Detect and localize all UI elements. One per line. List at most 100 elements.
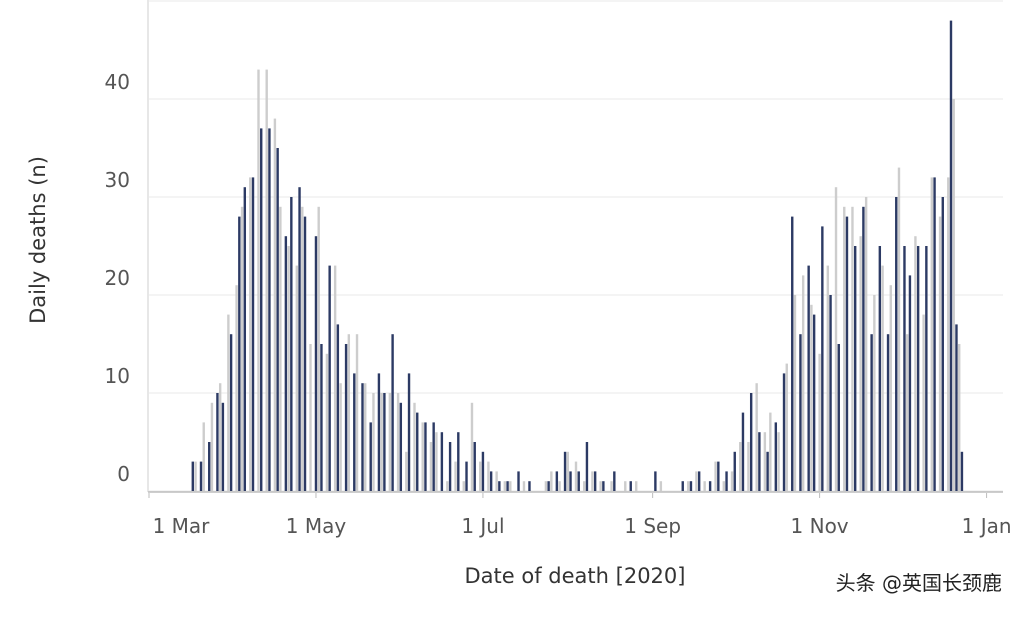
bar — [739, 442, 742, 491]
bar — [229, 334, 233, 491]
bar — [613, 471, 616, 491]
bar — [317, 206, 320, 492]
bar — [826, 265, 830, 491]
bar — [279, 206, 282, 492]
bar — [687, 481, 690, 491]
bar — [481, 451, 485, 491]
bar — [208, 442, 211, 491]
bar — [416, 412, 419, 491]
bar — [864, 197, 868, 491]
bar — [391, 334, 394, 491]
bar — [730, 471, 734, 491]
bar — [544, 481, 548, 491]
bar — [396, 393, 400, 491]
bar — [689, 481, 693, 491]
bar — [807, 265, 810, 491]
bar — [194, 461, 197, 491]
bar — [717, 461, 720, 491]
bar — [257, 69, 260, 491]
bar — [741, 412, 745, 491]
bar — [238, 216, 241, 491]
bar — [249, 177, 252, 491]
bar — [448, 442, 452, 491]
bar — [528, 481, 531, 491]
bar — [191, 461, 194, 491]
bar — [610, 481, 613, 491]
bar — [818, 353, 821, 491]
bar — [240, 206, 244, 492]
x-axis-title: Date of death [2020] — [465, 564, 686, 588]
bar — [960, 451, 964, 491]
bar — [424, 422, 427, 491]
bar — [870, 334, 873, 491]
bar — [503, 481, 507, 491]
bar — [435, 432, 438, 491]
bar — [470, 402, 474, 491]
bar — [635, 481, 638, 491]
bar — [303, 216, 307, 491]
bar — [298, 187, 301, 491]
bar — [517, 471, 520, 491]
bar — [681, 481, 684, 491]
bar — [829, 295, 832, 491]
y-tick-label: 40 — [105, 70, 130, 94]
bar — [235, 285, 238, 491]
bar — [947, 177, 950, 491]
bar — [799, 334, 802, 491]
y-tick-label: 10 — [105, 364, 130, 388]
bar — [287, 246, 290, 491]
bar — [873, 295, 876, 491]
bar — [221, 402, 225, 491]
bar — [922, 314, 925, 491]
bar — [399, 402, 403, 491]
bar — [725, 471, 728, 491]
bar — [785, 363, 788, 491]
bar — [895, 197, 898, 491]
bar — [722, 481, 726, 491]
x-tick-label: 1 Sep — [624, 514, 681, 538]
bar — [421, 422, 424, 491]
bar — [320, 344, 323, 491]
bar — [801, 275, 805, 491]
bar — [446, 481, 449, 491]
bar — [295, 265, 299, 491]
bar — [478, 461, 482, 491]
bar — [440, 432, 444, 491]
bar — [782, 373, 786, 491]
bar — [210, 402, 214, 491]
bar — [958, 344, 961, 491]
bar — [284, 236, 288, 491]
bar — [273, 118, 277, 491]
bar — [755, 383, 758, 491]
bar — [555, 471, 559, 491]
bar — [758, 432, 761, 491]
bar — [905, 334, 909, 491]
bar — [851, 206, 854, 492]
bar — [355, 334, 359, 491]
bar — [380, 393, 383, 491]
bar — [599, 481, 602, 491]
bar — [955, 324, 958, 491]
bar — [309, 344, 312, 491]
bar — [624, 481, 627, 491]
bar — [558, 481, 561, 491]
bar — [591, 471, 594, 491]
bar — [377, 373, 381, 491]
bar — [916, 246, 920, 491]
bar — [566, 451, 569, 491]
bar — [550, 471, 553, 491]
bar — [563, 451, 567, 491]
bar — [202, 422, 205, 491]
bar — [938, 216, 942, 491]
bar — [834, 187, 838, 491]
bar — [569, 471, 572, 491]
bar — [843, 206, 846, 492]
bar — [429, 442, 433, 491]
bar — [577, 471, 580, 491]
bar — [837, 344, 840, 491]
y-tick-label: 0 — [117, 462, 130, 486]
bar — [695, 471, 698, 491]
bar — [216, 393, 219, 491]
bar — [777, 432, 780, 491]
